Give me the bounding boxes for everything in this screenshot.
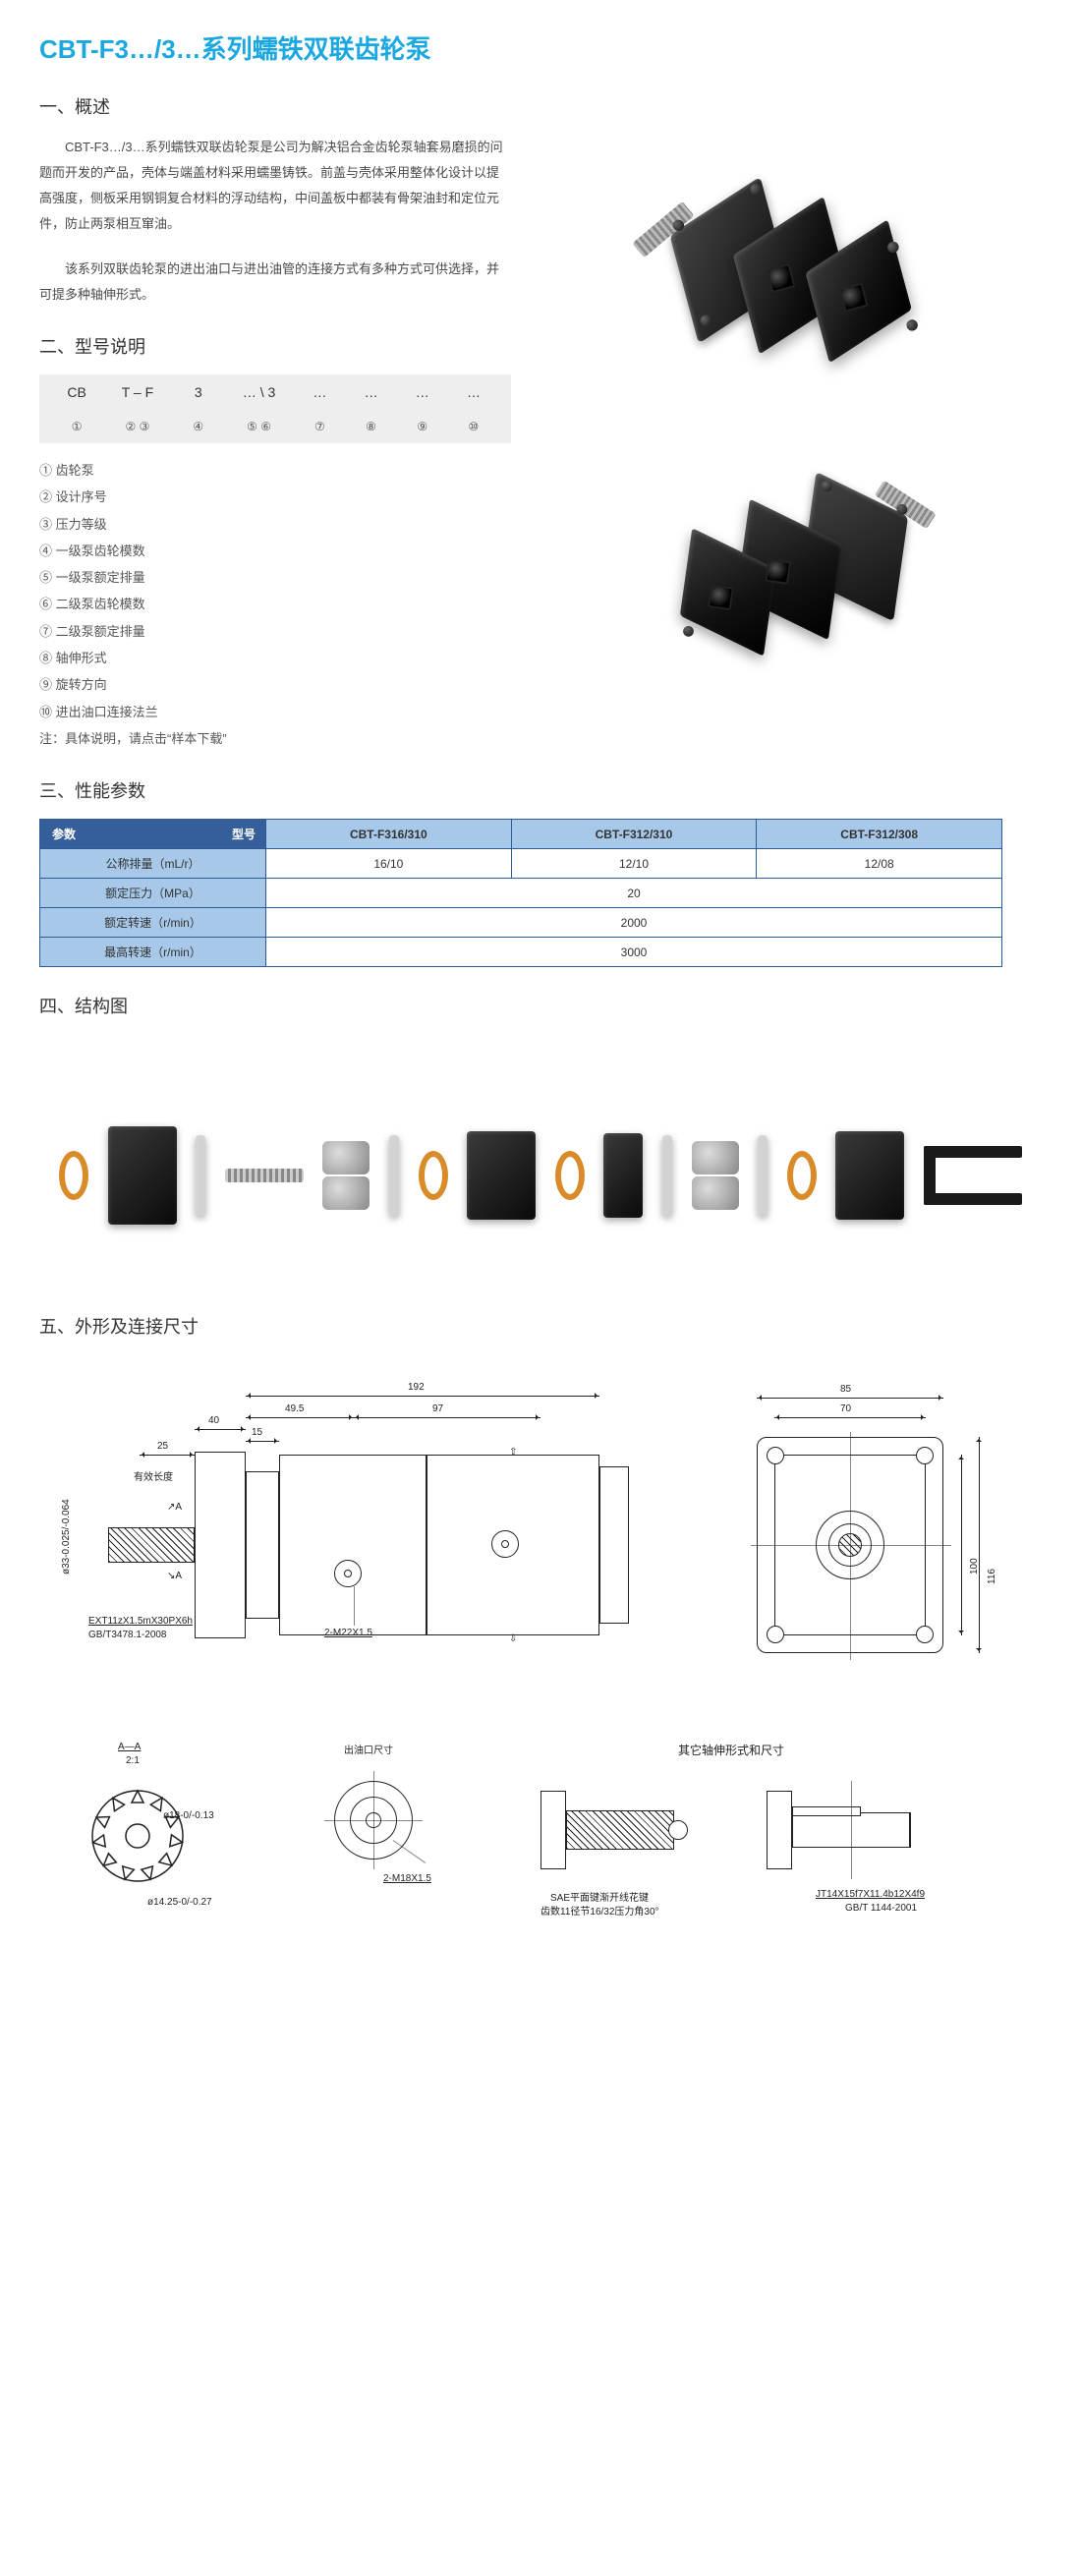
overview-p2: 该系列双联齿轮泵的进出油口与进出油管的连接方式有多种方式可供选择，并可提多种轴伸… (39, 257, 511, 308)
dwg-side: 192 49.5 97 40 15 25 有效长度 (49, 1378, 658, 1692)
model-legend: ① 齿轮泵 ② 设计序号 ③ 压力等级 ④ 一级泵齿轮模数 ⑤ 一级泵额定排量 … (39, 457, 511, 752)
pump-render-iso2 (615, 433, 967, 740)
drawings: 192 49.5 97 40 15 25 有效长度 (49, 1378, 1032, 1938)
exploded-view (59, 1077, 1022, 1274)
dwg-shafts: 其它轴伸形式和尺寸 SAE平面键渐开线花键 齿数11径节16/32压力角30° … (521, 1742, 973, 1938)
dwg-spline: A—A 2:1 (49, 1742, 226, 1938)
model-indices: ① ② ③ ④ ⑤ ⑥ ⑦ ⑧ ⑨ ⑩ (39, 410, 511, 443)
sec-model: 二、型号说明 (39, 333, 511, 359)
model-codes: CB T – F 3 … \ 3 … … … … (39, 374, 511, 410)
sec-dims: 五、外形及连接尺寸 (39, 1313, 1042, 1339)
model-block: CB T – F 3 … \ 3 … … … … ① ② ③ ④ ⑤ ⑥ ⑦ ⑧… (39, 374, 511, 752)
overview-p1: CBT-F3…/3…系列蠕铁双联齿轮泵是公司为解决铝合金齿轮泵轴套易磨损的问题而… (39, 135, 511, 237)
sec-perf: 三、性能参数 (39, 777, 1042, 803)
perf-table: 参数 型号 CBT-F316/310 CBT-F312/310 CBT-F312… (39, 819, 1002, 967)
sec-struct: 四、结构图 (39, 993, 1042, 1018)
dwg-oilport: 出油口尺寸 2-M18X1.5 (285, 1742, 462, 1918)
pump-render-iso1 (593, 113, 990, 471)
sec-overview: 一、概述 (39, 93, 1042, 119)
overview-block: CBT-F3…/3…系列蠕铁双联齿轮泵是公司为解决铝合金齿轮泵轴套易磨损的问题而… (39, 135, 1042, 752)
doc-title: CBT-F3…/3…系列蠕铁双联齿轮泵 (39, 29, 1042, 66)
dwg-front: 85 70 100 116 (698, 1378, 993, 1692)
perf-hdr-param: 参数 型号 (40, 820, 266, 849)
